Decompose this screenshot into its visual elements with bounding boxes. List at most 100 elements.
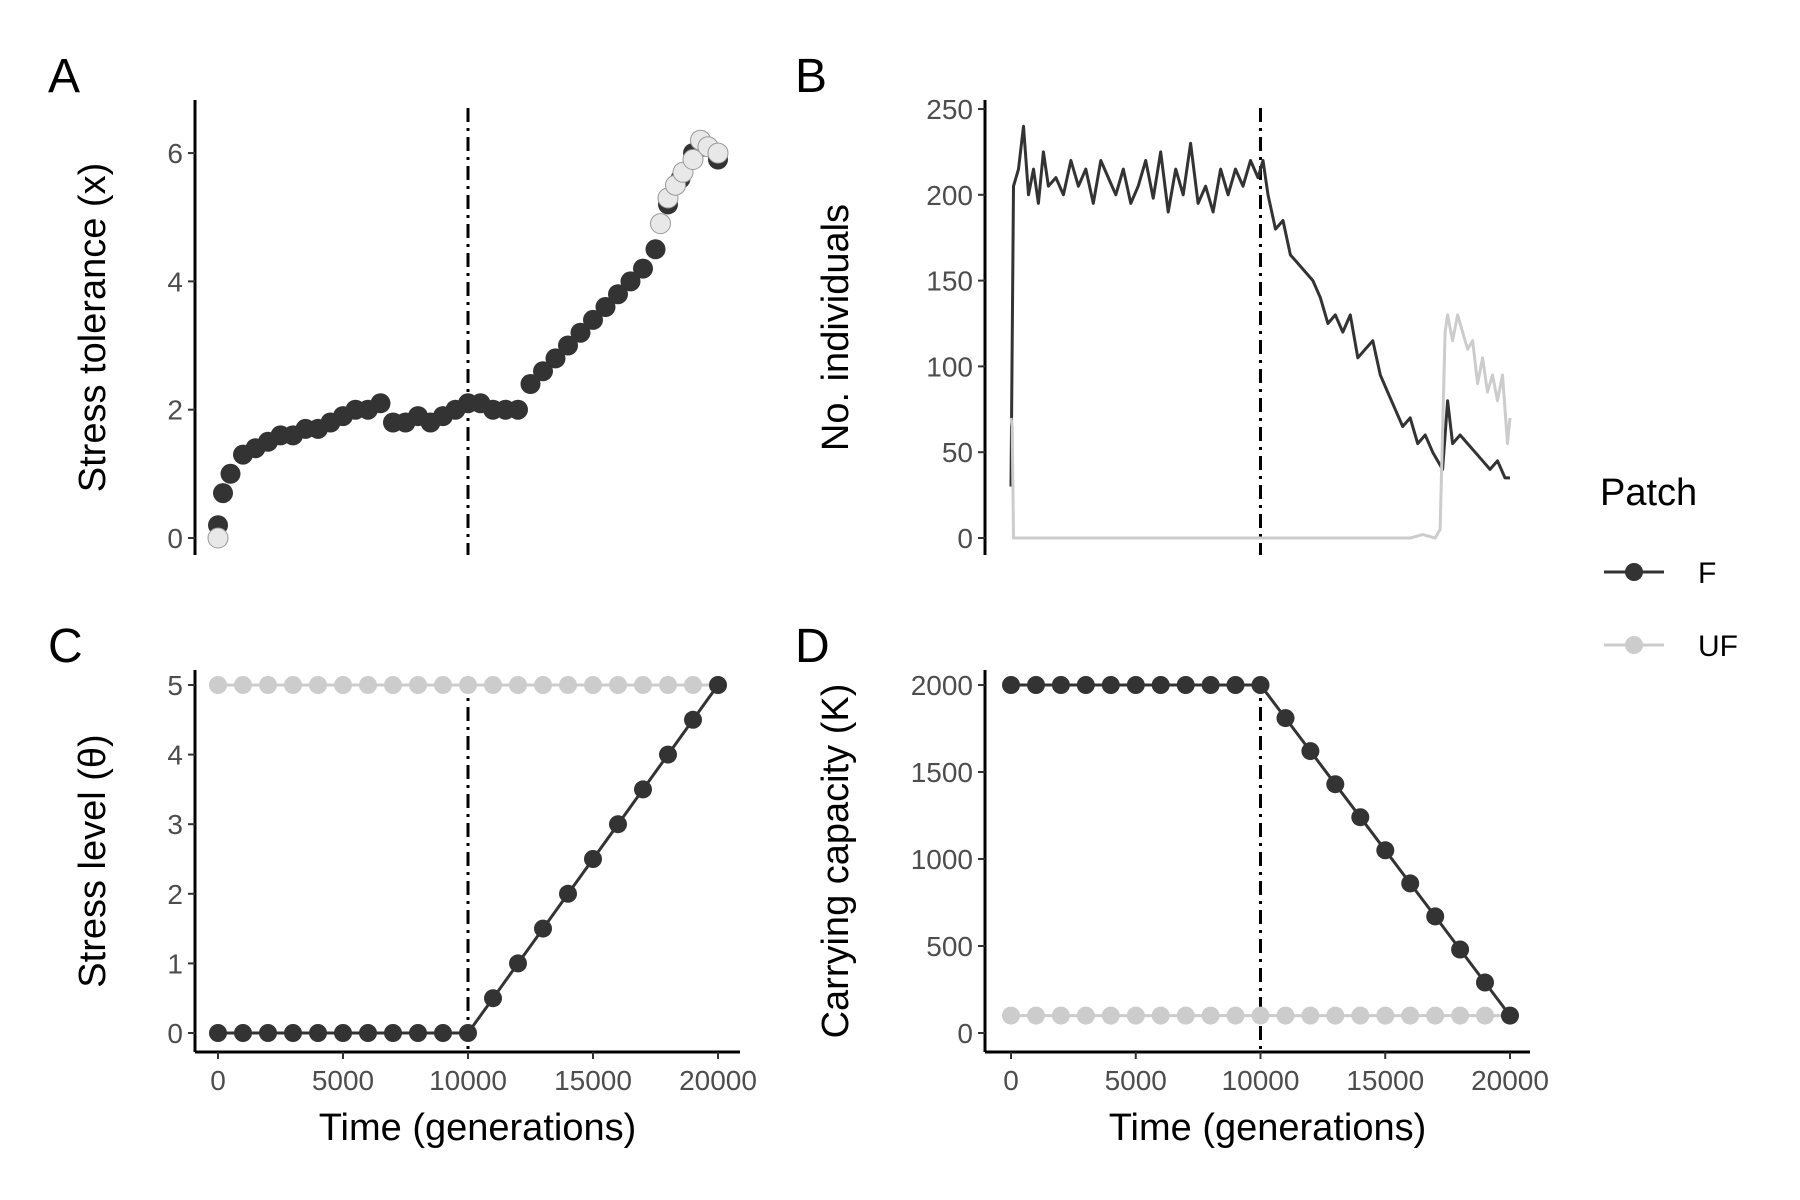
legend: Patch F UF [1600,472,1738,663]
data-point-c-f [234,1024,252,1042]
x-tick-label-c: 10000 [429,1065,507,1096]
data-point-d-f [1126,676,1145,694]
y-tick-label-c: 1 [167,948,183,979]
data-point-c-uf [309,676,327,694]
y-axis-label-c: Stress level (θ) [72,734,114,987]
y-tick-label-c: 3 [167,809,183,840]
data-point-c-f [409,1024,427,1042]
data-point-c-f [309,1024,327,1042]
data-point-d-uf [1351,1006,1370,1025]
data-point-a-f [520,374,541,394]
x-tick-label-c: 15000 [554,1065,632,1096]
data-point-d-f [1002,676,1020,694]
data-point-c-uf [684,676,702,694]
data-point-c-uf [484,676,502,694]
data-point-a-f [370,393,391,414]
data-point-c-uf [284,676,302,694]
x-tick-label-c: 0 [210,1065,226,1096]
data-point-c-f [484,989,502,1008]
data-point-c-uf [634,676,652,694]
data-point-c-uf [209,676,227,694]
data-point-a-f [558,335,578,356]
series-line-d-f [1011,683,1512,1017]
data-point-d-uf [1276,1006,1295,1025]
y-tick-label-b: 150 [926,266,973,297]
data-point-a-uf [707,142,729,164]
data-point-c-uf [409,676,427,694]
y-tick-label-b: 100 [926,351,973,382]
y-tick-label-a: 6 [167,138,183,169]
data-point-a-f [508,399,528,420]
data-point-d-uf [1151,1006,1170,1025]
data-point-d-f [1476,973,1494,992]
y-tick-label-a: 4 [167,266,183,297]
data-point-d-uf [1002,1006,1020,1025]
data-point-c-f [609,815,627,834]
data-point-c-uf [584,676,602,694]
data-point-a-f [213,483,233,504]
data-point-d-f [1226,676,1245,694]
y-tick-label-c: 4 [167,740,183,771]
data-point-d-f [1101,676,1120,694]
y-tick-label-b: 250 [926,94,973,125]
data-point-c-f [209,1024,227,1042]
data-point-a-f [620,271,641,292]
data-point-c-f [434,1024,452,1042]
panel-b: B 0 50 100 150 200 250 No. individuals [795,50,1512,555]
panel-letter-c: C [48,620,83,673]
data-point-c-uf [559,676,577,694]
data-point-c-uf [384,676,402,694]
y-tick-label-d: 1000 [911,844,973,875]
data-point-d-f [1326,775,1345,794]
data-point-c-uf [509,676,527,694]
x-tick-label-d: 20000 [1471,1065,1549,1096]
data-point-a-f [583,309,603,330]
data-point-c-uf [459,676,477,694]
data-point-d-f [1176,676,1195,694]
y-tick-label-b: 0 [957,523,973,554]
data-point-c-f [659,745,677,764]
data-point-a-uf [682,149,704,170]
data-point-c-uf [234,676,252,694]
data-point-c-uf [334,676,352,694]
data-point-d-uf [1101,1006,1120,1025]
y-tick-label-b: 200 [926,180,973,211]
data-point-a-f [220,463,241,484]
data-point-a-f [645,239,666,260]
data-point-d-uf [1301,1006,1320,1025]
y-tick-label-a: 2 [167,395,183,426]
series-line-b-uf [1009,313,1512,540]
data-point-a-f [545,348,566,369]
y-tick-label-b: 50 [942,437,973,468]
data-point-d-f [1301,742,1320,761]
data-point-d-f [1401,874,1420,893]
series-line-b-f [1009,124,1510,487]
y-axis-label-b: No. individuals [815,204,857,451]
data-point-c-f [534,919,552,938]
data-point-d-f [1351,808,1370,827]
data-point-d-uf [1176,1006,1195,1025]
data-point-a-f [570,322,591,343]
data-point-c-f [359,1024,377,1042]
data-point-a-uf [650,213,671,235]
data-point-d-uf [1126,1006,1145,1025]
y-tick-label-d: 500 [926,931,973,962]
data-point-c-f [284,1024,302,1042]
data-point-c-uf [434,676,452,694]
panel-a: A 0 2 4 6 Stress tolerance (x) [48,50,729,555]
x-tick-label-c: 5000 [312,1065,374,1096]
data-point-a-f [533,361,553,382]
x-axis-label-d: Time (generations) [1109,1107,1427,1149]
data-point-c-f [634,780,652,799]
data-point-c-f [559,884,577,903]
y-tick-label-d: 0 [957,1018,973,1049]
data-point-d-uf [1426,1006,1445,1025]
x-tick-label-d: 10000 [1222,1065,1300,1096]
panel-letter-b: B [795,50,827,103]
data-point-d-f [1501,1006,1519,1025]
data-point-c-f [259,1024,277,1042]
y-tick-label-d: 1500 [911,757,973,788]
y-axis-label-a: Stress tolerance (x) [72,163,114,492]
